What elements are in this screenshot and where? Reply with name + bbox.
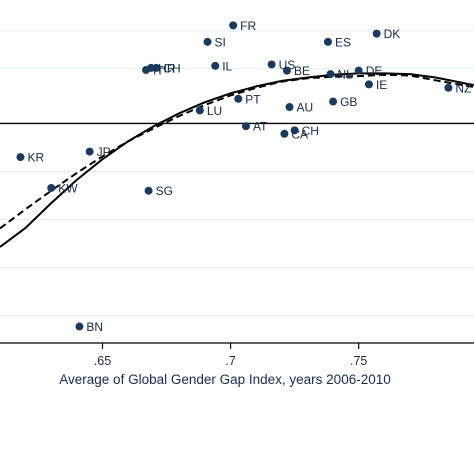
point-nz-13 — [444, 83, 453, 92]
point-lu-17 — [195, 106, 204, 115]
point-il-4 — [211, 61, 220, 70]
point-pt-15 — [234, 94, 243, 103]
point-label-jp-22: JP — [97, 145, 111, 159]
point-label-ie-12: IE — [376, 78, 387, 92]
point-at-18 — [241, 122, 250, 131]
point-label-dk-1: DK — [384, 27, 401, 41]
point-label-hr-7: HR — [158, 61, 176, 75]
point-label-si-2: SI — [215, 35, 226, 49]
point-label-kr-21: KR — [27, 151, 44, 165]
x-tick-label-2: .75 — [350, 354, 367, 368]
point-au-16 — [285, 103, 294, 112]
point-us-5 — [267, 60, 276, 69]
point-label-nz-13: NZ — [455, 81, 471, 95]
point-label-kw-23: KW — [58, 181, 78, 195]
point-label-de-11: DE — [366, 64, 383, 78]
point-fr-0 — [229, 21, 238, 30]
point-nl-10 — [326, 70, 335, 79]
point-be-9 — [282, 66, 291, 75]
point-label-ch-6: CH — [163, 61, 180, 75]
point-label-fr-0: FR — [240, 19, 256, 33]
x-tick-label-0: .65 — [94, 354, 111, 368]
point-gb-14 — [329, 97, 338, 106]
x-tick-label-1: .7 — [225, 354, 235, 368]
x-axis-title: Average of Global Gender Gap Index, year… — [59, 372, 390, 387]
point-label-gb-14: GB — [340, 95, 357, 109]
point-label-lu-17: LU — [207, 104, 222, 118]
x-axis-ticks: .65 .7 .75 — [94, 343, 367, 368]
point-ie-12 — [364, 80, 373, 89]
point-label-it-8: IT — [153, 63, 164, 77]
quadratic-fit-solid-line — [0, 72, 474, 248]
point-label-es-3: ES — [335, 35, 351, 49]
point-ch-19 — [290, 126, 299, 135]
point-label-pt-15: PT — [245, 92, 261, 106]
point-label-nl-10: NL — [338, 68, 354, 82]
point-label-il-4: IL — [222, 59, 232, 73]
point-label-ca-20: CA — [291, 127, 308, 141]
point-label-be-9: BE — [294, 64, 310, 78]
point-it-8 — [142, 65, 151, 74]
point-label-au-16: AU — [297, 101, 314, 115]
point-label-at-18: AT — [253, 120, 268, 134]
point-ca-20 — [280, 129, 289, 138]
point-label-sg-24: SG — [156, 184, 173, 198]
point-label-bn-25: BN — [86, 320, 103, 334]
point-bn-25 — [75, 322, 84, 331]
point-dk-1 — [372, 29, 381, 38]
point-kw-23 — [47, 183, 56, 192]
point-es-3 — [323, 37, 332, 46]
point-si-2 — [203, 37, 212, 46]
point-jp-22 — [85, 147, 94, 156]
point-label-us-5: US — [279, 58, 296, 72]
quadratic-fit-dashed-line — [0, 73, 474, 230]
point-de-11 — [354, 66, 363, 75]
point-kr-21 — [16, 153, 25, 162]
point-label-ch-19: CH — [302, 124, 319, 138]
point-sg-24 — [144, 186, 153, 195]
gridlines — [0, 30, 474, 317]
